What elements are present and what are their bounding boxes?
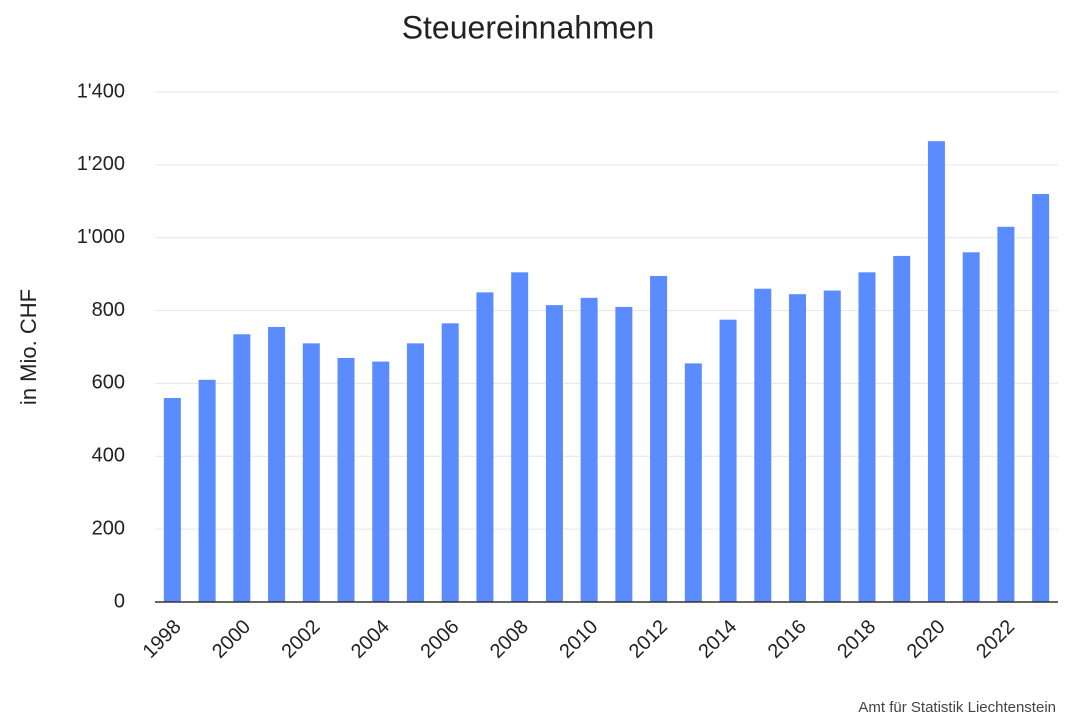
- bar: [823, 290, 841, 602]
- y-tick-label: 400: [92, 445, 125, 467]
- bar: [511, 272, 529, 602]
- bar: [650, 275, 668, 602]
- bar: [1032, 194, 1050, 602]
- bar: [927, 141, 945, 602]
- x-tick-label: 2004: [347, 616, 394, 663]
- x-tick-label: 2006: [416, 616, 463, 663]
- bar: [789, 294, 807, 602]
- x-tick-label: 2012: [625, 616, 672, 663]
- bar: [754, 288, 772, 602]
- x-tick-label: 2018: [833, 616, 880, 663]
- bar: [406, 343, 424, 602]
- bar: [997, 226, 1015, 603]
- bar: [337, 357, 355, 602]
- y-tick-label: 800: [92, 299, 125, 321]
- chart-title: Steuereinnahmen: [402, 9, 655, 45]
- bar: [268, 326, 286, 602]
- source: Amt für Statistik Liechtenstein: [858, 699, 1056, 716]
- bar: [476, 292, 494, 602]
- x-tick-label: 2010: [555, 616, 602, 663]
- x-tick-label: 2002: [278, 616, 325, 663]
- bar: [719, 319, 737, 602]
- bar: [858, 272, 876, 602]
- bar: [893, 255, 911, 602]
- bar: [163, 398, 181, 602]
- bar: [615, 306, 633, 602]
- y-tick-label: 600: [92, 372, 125, 394]
- x-tick-label: 2008: [486, 616, 533, 663]
- bar: [198, 379, 216, 602]
- bar: [441, 323, 459, 602]
- bar: [372, 361, 390, 602]
- y-tick-label: 0: [114, 590, 125, 612]
- y-tick-label: 1'200: [77, 153, 125, 175]
- x-tick-label: 2022: [972, 616, 1019, 663]
- x-tick-label: 2000: [208, 616, 255, 663]
- bar: [580, 297, 598, 602]
- bar: [302, 343, 320, 602]
- y-axis-label: in Mio. CHF: [16, 289, 41, 405]
- x-tick-label: 2020: [903, 616, 950, 663]
- bar: [684, 363, 702, 602]
- bar: [233, 334, 251, 602]
- x-tick-label: 2014: [694, 616, 741, 663]
- bar: [962, 252, 980, 603]
- y-tick-label: 1'400: [77, 80, 125, 102]
- x-tick-label: 1998: [139, 616, 186, 663]
- x-tick-label: 2016: [764, 616, 811, 663]
- bar: [545, 305, 563, 602]
- y-tick-label: 1'000: [77, 226, 125, 248]
- y-tick-label: 200: [92, 517, 125, 539]
